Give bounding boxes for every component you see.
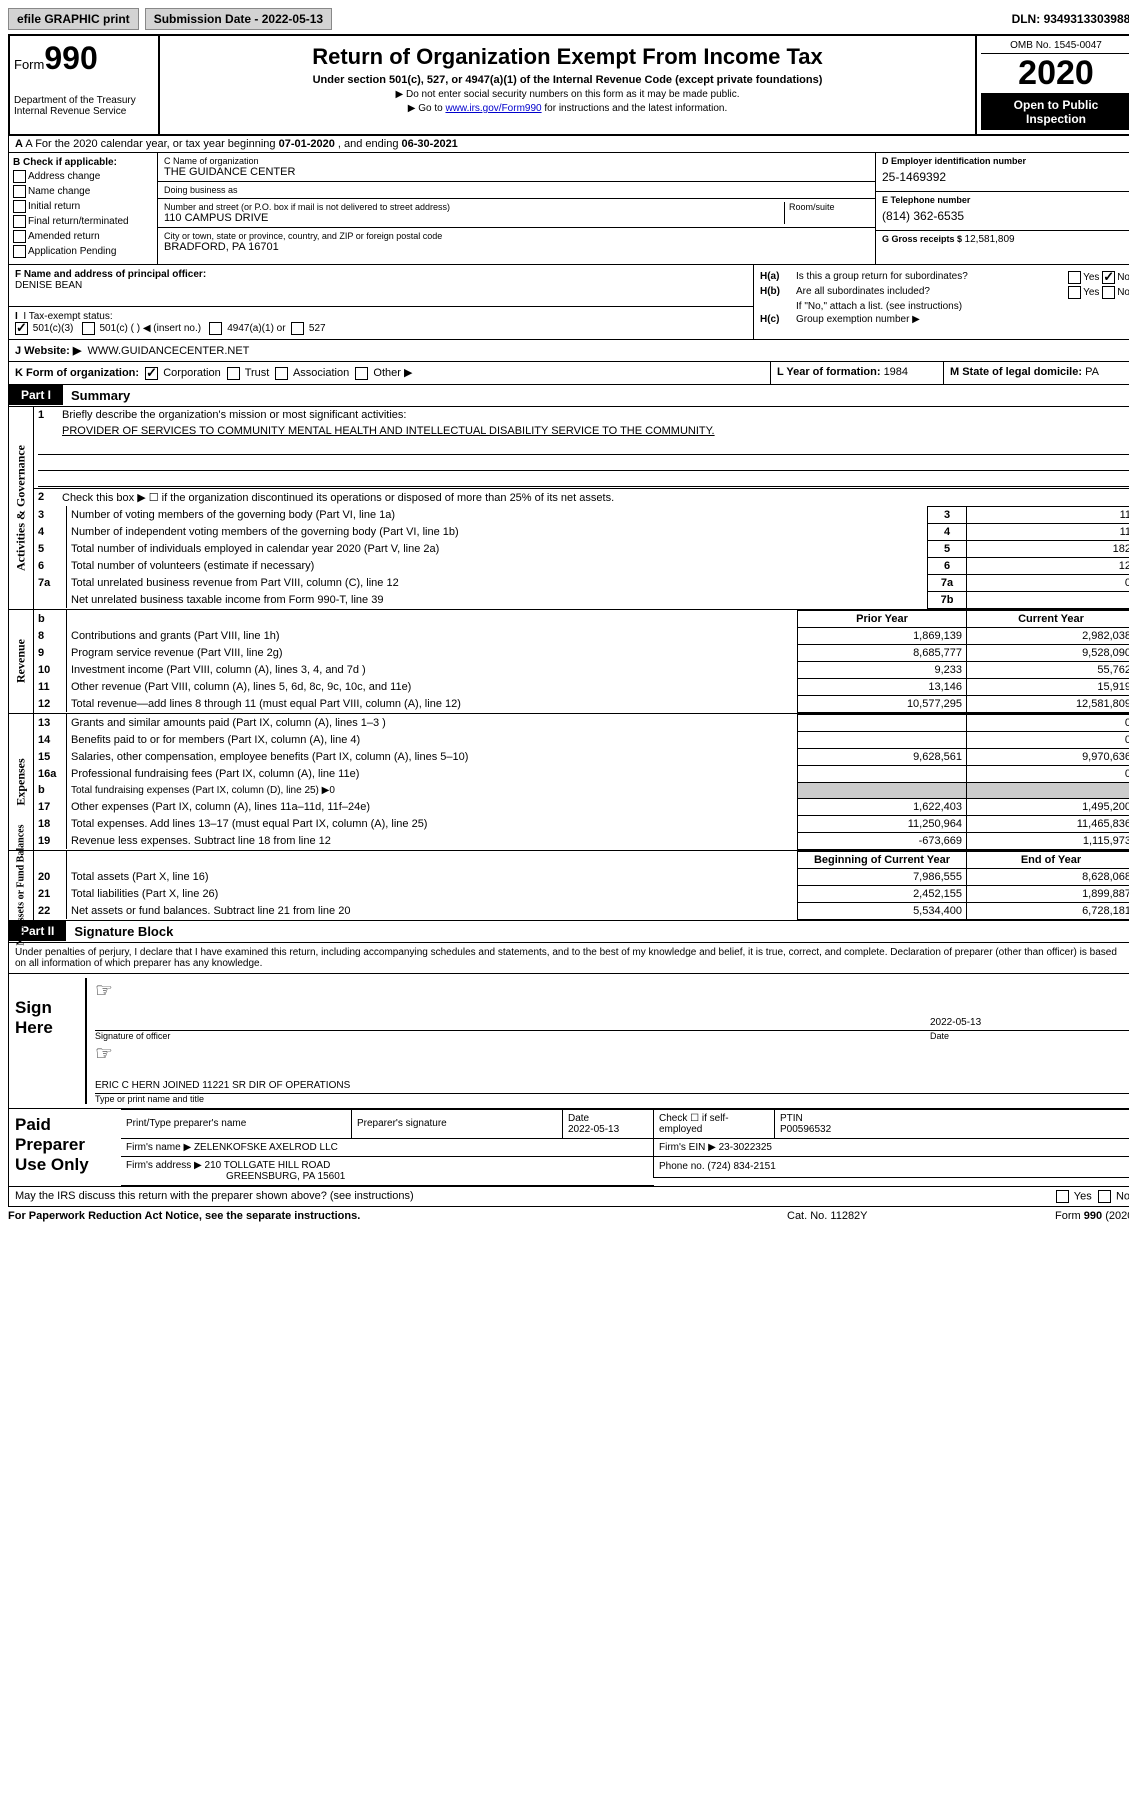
efile-print-button[interactable]: efile GRAPHIC print (8, 8, 139, 30)
final-return-checkbox[interactable] (13, 215, 26, 228)
city-state-zip: BRADFORD, PA 16701 (164, 241, 869, 253)
sig-date: 2022-05-13 (930, 1017, 1129, 1028)
section-bc: B Check if applicable: Address change Na… (8, 153, 1129, 265)
col-d: D Employer identification number25-14693… (875, 153, 1129, 264)
header-mid: Return of Organization Exempt From Incom… (160, 36, 975, 134)
net-section: Net Assets or Fund Balances Beginning of… (8, 851, 1129, 921)
addr-change-checkbox[interactable] (13, 170, 26, 183)
col-f: F Name and address of principal officer:… (9, 265, 753, 307)
irs-discuss: May the IRS discuss this return with the… (8, 1187, 1129, 1207)
section-fh: F Name and address of principal officer:… (8, 265, 1129, 340)
sign-here: Sign Here ☞ 2022-05-13 Signature of offi… (8, 974, 1129, 1109)
officer-name: ERIC C HERN JOINED 11221 SR DIR OF OPERA… (95, 1080, 930, 1091)
rev-table: bPrior YearCurrent Year 8Contributions a… (34, 610, 1129, 713)
name-change-checkbox[interactable] (13, 185, 26, 198)
col-i: I I Tax-exempt status: 501(c)(3) 501(c) … (9, 307, 753, 339)
table-row: 19Revenue less expenses. Subtract line 1… (34, 832, 1129, 849)
table-row: 8Contributions and grants (Part VIII, li… (34, 627, 1129, 644)
discuss-yes-checkbox[interactable] (1056, 1190, 1069, 1203)
table-row: 21Total liabilities (Part X, line 26)2,4… (34, 885, 1129, 902)
omb-number: OMB No. 1545-0047 (981, 40, 1129, 54)
row-a: A A For the 2020 calendar year, or tax y… (8, 136, 1129, 153)
ha-no-checkbox[interactable] (1102, 271, 1115, 284)
col-h: H(a)Is this a group return for subordina… (753, 265, 1129, 339)
table-row: 16aProfessional fundraising fees (Part I… (34, 765, 1129, 782)
row-k: K Form of organization: Corporation Trus… (8, 362, 1129, 385)
part1-header: Part I Summary (8, 385, 1129, 407)
ha-yes-checkbox[interactable] (1068, 271, 1081, 284)
submission-date-button[interactable]: Submission Date - 2022-05-13 (145, 8, 332, 30)
row-j: J Website: ▶ WWW.GUIDANCECENTER.NET (8, 340, 1129, 362)
firm-phone: (724) 834-2151 (707, 1161, 775, 1172)
form-header: Form990 Department of the Treasury Inter… (8, 34, 1129, 136)
website: WWW.GUIDANCECENTER.NET (87, 345, 249, 357)
net-table: Beginning of Current YearEnd of Year 20T… (34, 851, 1129, 920)
footer: For Paperwork Reduction Act Notice, see … (8, 1207, 1129, 1225)
part2-header: Part II Signature Block (8, 921, 1129, 943)
mission: PROVIDER OF SERVICES TO COMMUNITY MENTAL… (62, 425, 1129, 437)
year-formation: 1984 (884, 366, 908, 378)
initial-return-checkbox[interactable] (13, 200, 26, 213)
table-row: 9Program service revenue (Part VIII, lin… (34, 644, 1129, 661)
dept-treasury: Department of the Treasury Internal Reve… (14, 95, 154, 117)
exp-table: 13Grants and similar amounts paid (Part … (34, 714, 1129, 850)
telephone: (814) 362-6535 (882, 205, 1129, 227)
dln: DLN: 93493133039882 (1012, 12, 1129, 26)
col-b: B Check if applicable: Address change Na… (9, 153, 158, 264)
table-row: 17Other expenses (Part IX, column (A), l… (34, 798, 1129, 815)
firm-name: ZELENKOFSKE AXELROD LLC (194, 1142, 338, 1153)
ptin: P00596532 (780, 1124, 831, 1135)
501c-checkbox[interactable] (82, 322, 95, 335)
open-public: Open to Public Inspection (981, 94, 1129, 130)
table-row: bTotal fundraising expenses (Part IX, co… (34, 782, 1129, 798)
gross-receipts: 12,581,809 (965, 234, 1015, 245)
form-title: Return of Organization Exempt From Incom… (164, 44, 971, 70)
form990-link[interactable]: www.irs.gov/Form990 (445, 103, 541, 114)
hb-no-checkbox[interactable] (1102, 286, 1115, 299)
amended-checkbox[interactable] (13, 230, 26, 243)
assoc-checkbox[interactable] (275, 367, 288, 380)
app-pending-checkbox[interactable] (13, 245, 26, 258)
ein: 25-1469392 (882, 166, 1129, 188)
table-row: 22Net assets or fund balances. Subtract … (34, 902, 1129, 919)
page: efile GRAPHIC print Submission Date - 20… (0, 0, 1129, 1233)
exp-section: Expenses 13Grants and similar amounts pa… (8, 714, 1129, 851)
street-address: 110 CAMPUS DRIVE (164, 212, 784, 224)
principal-officer: DENISE BEAN (15, 280, 747, 291)
gov-section: Activities & Governance 1Briefly describ… (8, 407, 1129, 610)
table-row: 11Other revenue (Part VIII, column (A), … (34, 678, 1129, 695)
501c3-checkbox[interactable] (15, 322, 28, 335)
firm-ein: 23-3022325 (719, 1142, 772, 1153)
rev-section: Revenue bPrior YearCurrent Year 8Contrib… (8, 610, 1129, 714)
penalty-text: Under penalties of perjury, I declare th… (8, 943, 1129, 974)
paid-preparer: Paid Preparer Use Only Print/Type prepar… (8, 1109, 1129, 1187)
col-c: C Name of organizationTHE GUIDANCE CENTE… (158, 153, 875, 264)
header-left: Form990 Department of the Treasury Inter… (10, 36, 160, 134)
table-row: 15Salaries, other compensation, employee… (34, 748, 1129, 765)
gov-table: 3Number of voting members of the governi… (34, 506, 1129, 609)
corp-checkbox[interactable] (145, 367, 158, 380)
hb-yes-checkbox[interactable] (1068, 286, 1081, 299)
4947-checkbox[interactable] (209, 322, 222, 335)
table-row: 18Total expenses. Add lines 13–17 (must … (34, 815, 1129, 832)
header-right: OMB No. 1545-0047 2020 Open to Public In… (975, 36, 1129, 134)
table-row: 12Total revenue—add lines 8 through 11 (… (34, 695, 1129, 712)
topbar: efile GRAPHIC print Submission Date - 20… (8, 8, 1129, 30)
state-domicile: PA (1085, 366, 1099, 378)
trust-checkbox[interactable] (227, 367, 240, 380)
tax-year: 2020 (981, 54, 1129, 94)
table-row: 14Benefits paid to or for members (Part … (34, 731, 1129, 748)
527-checkbox[interactable] (291, 322, 304, 335)
org-name: THE GUIDANCE CENTER (164, 166, 869, 178)
discuss-no-checkbox[interactable] (1098, 1190, 1111, 1203)
table-row: 20Total assets (Part X, line 16)7,986,55… (34, 868, 1129, 885)
table-row: 10Investment income (Part VIII, column (… (34, 661, 1129, 678)
other-checkbox[interactable] (355, 367, 368, 380)
table-row: 13Grants and similar amounts paid (Part … (34, 714, 1129, 731)
